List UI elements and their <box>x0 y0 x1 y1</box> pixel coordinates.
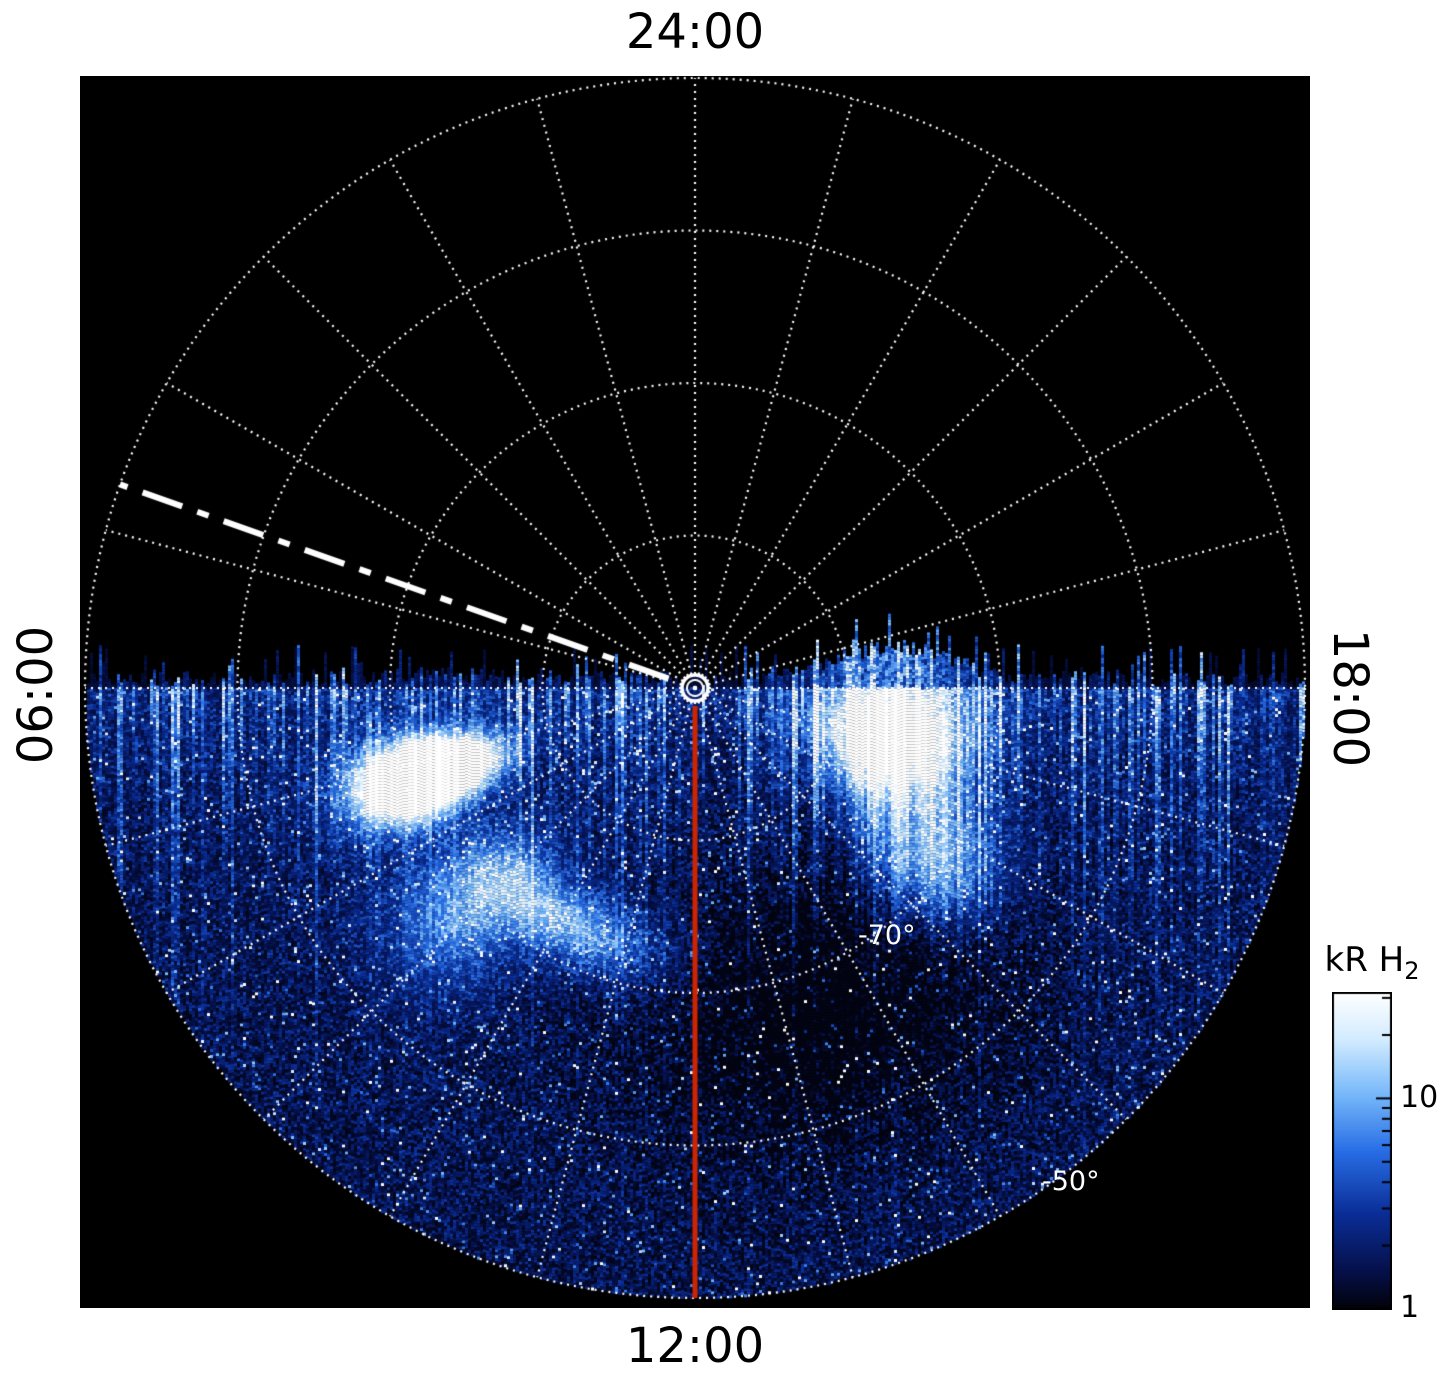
local-time-label-06: 06:00 <box>8 625 64 765</box>
polar-heatmap-canvas <box>80 76 1310 1308</box>
colorbar-tick-label-10: 10 <box>1400 1080 1439 1115</box>
local-time-label-18: 18:00 <box>1322 628 1378 768</box>
colorbar-tick-label-1: 1 <box>1400 1290 1420 1325</box>
colorbar-title-main: kR H <box>1324 940 1405 980</box>
colorbar-canvas <box>1332 992 1392 1310</box>
colorbar-title: kR H2 <box>1298 940 1446 985</box>
plot-area: -70° -50° <box>80 76 1310 1308</box>
colorbar-title-subscript: 2 <box>1404 956 1420 985</box>
local-time-label-12: 12:00 <box>625 1318 765 1374</box>
local-time-label-24: 24:00 <box>625 4 765 60</box>
